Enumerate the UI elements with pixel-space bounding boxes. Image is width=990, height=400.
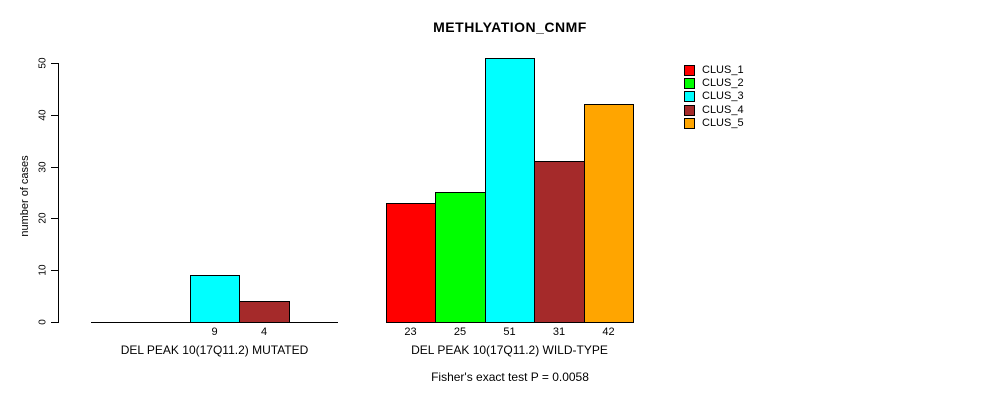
y-axis-tick-label: 0 (37, 319, 49, 325)
legend-color-swatch (684, 91, 695, 103)
group-label-wild-type: DEL PEAK 10(17Q11.2) WILD-TYPE (411, 343, 608, 357)
legend-item: CLUS_2 (684, 77, 744, 90)
legend-item-label: CLUS_3 (702, 90, 744, 103)
legend: CLUS_1 CLUS_2 CLUS_3 CLUS_4 CLUS_5 (684, 64, 744, 130)
y-axis-label: number of cases (19, 155, 31, 237)
bar-clus_2 (435, 192, 486, 323)
y-axis-tick-label: 20 (37, 212, 49, 224)
y-axis-tick-label: 40 (37, 109, 49, 121)
y-axis-line (58, 63, 59, 323)
y-axis-tick (51, 322, 58, 323)
bar-value-label: 51 (503, 326, 516, 338)
y-axis-tick-label: 50 (37, 57, 49, 69)
bar-value-label: 42 (602, 326, 615, 338)
legend-item-label: CLUS_1 (702, 64, 744, 77)
y-axis-tick (51, 270, 58, 271)
bar-clus_3 (190, 275, 240, 323)
bar-value-label: 9 (211, 326, 218, 338)
bar-clus_4 (534, 161, 585, 323)
bar-clus_1 (386, 203, 436, 323)
legend-item: CLUS_5 (684, 117, 744, 130)
chart-title: METHLYATION_CNMF (433, 19, 587, 35)
y-axis-tick-label: 30 (37, 161, 49, 173)
legend-item: CLUS_1 (684, 64, 744, 77)
bar-value-label: 4 (260, 326, 268, 338)
annotation-text: Fisher's exact test P = 0.0058 (431, 370, 589, 384)
bar-value-label: 25 (453, 326, 467, 338)
legend-color-swatch (684, 65, 695, 77)
legend-item: CLUS_3 (684, 90, 744, 103)
bar-clus_4 (239, 301, 290, 323)
y-axis-tick (51, 63, 58, 64)
legend-color-swatch (684, 78, 695, 90)
bar-value-label: 23 (404, 326, 417, 338)
legend-item-label: CLUS_2 (702, 77, 744, 90)
legend-item-label: CLUS_4 (702, 103, 744, 116)
legend-color-swatch (684, 104, 695, 116)
y-axis-tick-label: 10 (37, 264, 49, 276)
y-axis-tick (51, 167, 58, 168)
y-axis-tick (51, 218, 58, 219)
bar-clus_3 (485, 58, 535, 323)
y-axis-tick (51, 115, 58, 116)
bar-clus_5 (584, 104, 634, 323)
legend-item-label: CLUS_5 (702, 116, 744, 129)
group-label-mutated: DEL PEAK 10(17Q11.2) MUTATED (120, 343, 309, 357)
legend-item: CLUS_4 (684, 104, 744, 117)
bar-value-label: 31 (552, 326, 566, 338)
legend-color-swatch (684, 117, 695, 129)
